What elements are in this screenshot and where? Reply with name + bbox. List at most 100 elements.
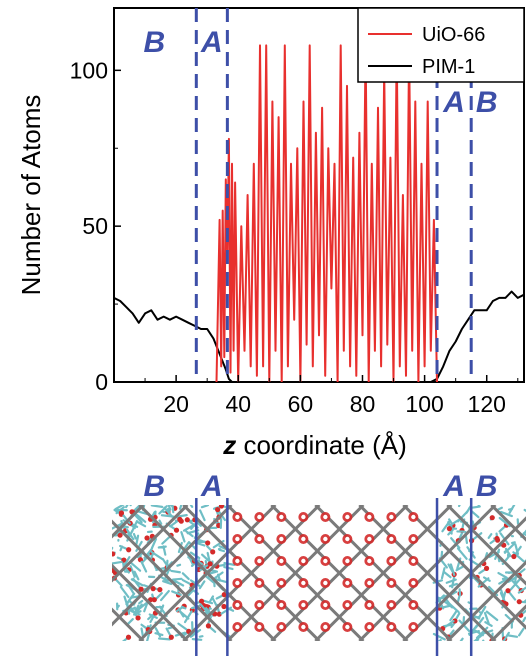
pim-bond	[199, 603, 211, 616]
oxygen-atom	[511, 553, 517, 560]
framework-linker	[270, 505, 409, 641]
pim-bond	[459, 637, 464, 641]
pim-bond	[457, 505, 461, 508]
x-tick-label: 40	[225, 391, 251, 417]
x-axis-title-text: coordinate (Å)	[236, 430, 407, 460]
pim-bond	[172, 579, 185, 587]
framework-linker	[314, 505, 453, 641]
pim-bond	[442, 570, 452, 579]
cluster-center	[367, 602, 372, 608]
oxygen-atom	[218, 505, 225, 509]
pim-bond	[140, 560, 148, 573]
pim-bond	[112, 546, 114, 551]
region-label-a: A	[442, 86, 465, 119]
oxygen-atom	[494, 535, 500, 542]
pim-bond	[129, 561, 142, 572]
cluster-center	[389, 514, 394, 520]
pim-bond	[129, 565, 136, 578]
cluster-center	[279, 558, 284, 564]
cluster-center	[411, 558, 416, 564]
region-boundaries	[194, 8, 473, 382]
cluster-center	[389, 580, 394, 586]
pim-bond	[487, 533, 493, 539]
cluster-center	[323, 602, 328, 608]
pim-bond	[437, 639, 442, 641]
pim-bond	[517, 586, 526, 594]
oxygen-atom	[221, 603, 227, 610]
cluster-center	[367, 580, 372, 586]
pim-bond	[473, 631, 487, 641]
cluster-center	[257, 624, 262, 630]
pim-bond	[449, 610, 458, 622]
pim-bond	[127, 583, 135, 595]
pim-bond	[132, 532, 137, 540]
pim-bond	[518, 627, 525, 637]
series-line-uio66	[215, 44, 438, 382]
region-label-b: B	[476, 86, 498, 119]
pim-bond	[199, 509, 206, 522]
oxygen-atom	[126, 547, 132, 553]
pim-bond	[135, 534, 140, 546]
pim-bond	[162, 545, 167, 556]
pim-bond	[507, 507, 514, 511]
framework-linker	[182, 505, 321, 641]
pim-bond	[140, 627, 144, 637]
cluster-center	[235, 558, 240, 564]
pim-bond	[455, 565, 464, 572]
framework-linker	[112, 505, 233, 627]
oxygen-atom	[489, 515, 495, 521]
pim-bond	[456, 547, 468, 560]
cluster-center	[301, 536, 306, 542]
cluster-center	[389, 558, 394, 564]
oxygen-atom	[173, 527, 180, 533]
pim-bond	[182, 523, 196, 532]
cluster-center	[411, 602, 416, 608]
legend-label-uio66: UiO-66	[422, 24, 485, 46]
pim-bond	[125, 505, 129, 509]
cluster-center	[235, 536, 240, 542]
pim-bond	[211, 596, 219, 608]
oxygen-atom	[184, 517, 190, 523]
region-labels: B AA B	[144, 26, 498, 119]
pim-bond	[450, 622, 456, 629]
cluster-center	[301, 602, 306, 608]
cluster-center	[257, 536, 262, 542]
pim-bond	[129, 505, 132, 507]
framework-linker	[490, 604, 526, 641]
framework-linker	[358, 505, 497, 641]
pim-bond	[218, 548, 226, 553]
cluster-center	[411, 536, 416, 542]
series-layer	[114, 44, 524, 382]
cluster-center	[389, 624, 394, 630]
pim-bond	[177, 622, 189, 632]
framework-linker	[490, 505, 526, 542]
cluster-center	[257, 580, 262, 586]
cluster-center	[345, 536, 350, 542]
oxygen-atom	[207, 561, 213, 567]
pim-bond	[127, 618, 134, 625]
pim-bond	[223, 561, 236, 566]
cluster-center	[235, 624, 240, 630]
oxygen-atom	[157, 587, 163, 593]
x-tick-label: 100	[405, 391, 443, 417]
structure-label-a: A	[442, 470, 465, 503]
x-tick-label: 20	[163, 391, 189, 417]
pim-bond	[136, 510, 149, 516]
framework-linker	[112, 505, 145, 539]
structure-label-b: B	[476, 470, 498, 503]
oxygen-atom	[505, 588, 511, 594]
y-tick-label: 50	[82, 213, 108, 239]
cluster-center	[389, 536, 394, 542]
pim-bond	[136, 520, 147, 528]
pim-bond	[522, 616, 526, 623]
oxygen-atom	[216, 611, 222, 617]
cluster-center	[345, 624, 350, 630]
framework-linker	[112, 505, 189, 583]
cluster-center	[235, 514, 240, 520]
x-tick-label: 60	[288, 391, 314, 417]
oxygen-atom	[150, 586, 156, 592]
oxygen-atom	[135, 615, 141, 621]
pim-bond	[478, 605, 487, 619]
cluster-center	[367, 514, 372, 520]
